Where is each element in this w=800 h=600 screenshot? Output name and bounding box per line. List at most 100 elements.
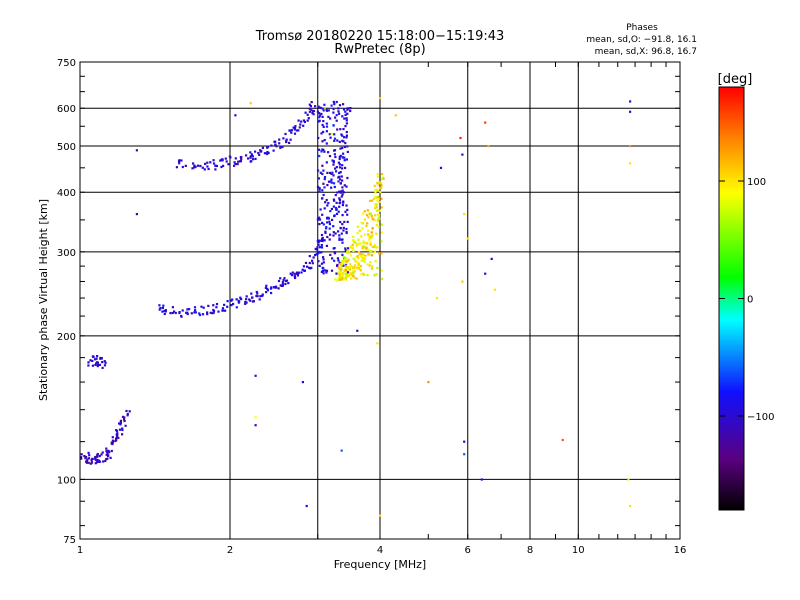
trace-point	[178, 311, 181, 315]
trace-point	[371, 234, 374, 237]
spread-f-point	[333, 259, 336, 262]
trace-point	[206, 165, 209, 168]
trace-point	[281, 284, 284, 287]
trace-point	[358, 267, 361, 270]
trace-point	[239, 160, 242, 163]
spread-f-point	[332, 247, 335, 250]
trace-point	[162, 304, 165, 307]
x-mode-point	[380, 223, 383, 226]
trace-point	[353, 266, 356, 270]
scatter-point	[379, 97, 382, 100]
spread-f-point	[346, 176, 349, 180]
spread-f-point	[338, 199, 342, 202]
x-mode-point	[369, 212, 372, 215]
spread-f-point	[335, 100, 338, 104]
trace-point	[375, 224, 378, 227]
spread-f-point	[345, 227, 348, 231]
trace-point	[221, 307, 225, 310]
x-mode-point	[352, 249, 355, 252]
x-mode-point	[374, 260, 377, 263]
grid-lines	[80, 62, 680, 539]
x-mode-point	[380, 197, 383, 200]
trace-point	[207, 304, 210, 307]
x-mode-point	[338, 268, 342, 271]
trace-point	[292, 126, 295, 129]
x-mode-point	[343, 258, 346, 261]
trace-point	[117, 436, 120, 439]
spread-f-point	[317, 120, 320, 123]
x-mode-point	[373, 250, 376, 253]
trace-point	[378, 181, 381, 184]
trace-point	[308, 107, 311, 110]
trace-point	[88, 454, 91, 457]
scatter-point	[490, 257, 493, 260]
x-mode-point	[357, 238, 360, 241]
spread-f-point	[346, 145, 349, 148]
spread-f-point	[317, 136, 320, 140]
trace-point	[376, 220, 379, 223]
trace-point	[254, 150, 257, 153]
trace-point	[223, 303, 226, 306]
x-mode-point	[366, 263, 369, 266]
spread-f-point	[331, 257, 334, 260]
trace-point	[224, 309, 227, 312]
trace-point	[300, 271, 303, 274]
trace-point	[299, 123, 302, 126]
spread-f-point	[333, 199, 336, 202]
x-mode-point	[376, 246, 379, 249]
scatter-point	[629, 145, 632, 148]
x-mode-point	[370, 267, 373, 270]
trace-point	[192, 162, 195, 165]
x-mode-point	[373, 184, 376, 187]
trace-point	[309, 105, 312, 108]
spread-f-point	[326, 204, 329, 207]
trace-point	[324, 231, 327, 234]
spread-f-point	[318, 106, 321, 109]
spread-f-point	[337, 161, 340, 164]
trace-point	[290, 129, 293, 132]
x-mode-point	[361, 259, 364, 262]
trace-point	[220, 165, 223, 169]
spread-f-point	[339, 190, 342, 193]
spread-f-point	[321, 239, 324, 243]
trace-point	[226, 300, 229, 303]
trace-point	[101, 451, 104, 454]
scatter-point	[484, 121, 487, 124]
trace-point	[99, 357, 102, 360]
x-mode-point	[375, 209, 379, 212]
trace-point	[80, 457, 83, 460]
x-mode-point	[338, 278, 341, 281]
spread-f-point	[317, 177, 320, 180]
spread-f-point	[338, 261, 341, 264]
spread-f-point	[325, 269, 329, 272]
x-mode-point	[352, 257, 355, 260]
x-mode-point	[368, 264, 371, 267]
trace-point	[310, 109, 313, 112]
spread-f-point	[338, 197, 341, 200]
trace-point	[240, 298, 243, 301]
trace-point	[303, 269, 306, 272]
trace-point	[118, 428, 122, 431]
trace-point	[355, 260, 358, 263]
spread-f-point	[337, 107, 340, 110]
y-tick-label: 200	[57, 332, 76, 343]
trace-point	[191, 167, 194, 170]
spread-f-point	[345, 185, 348, 188]
scatter-point	[629, 110, 632, 113]
spread-f-point	[343, 184, 346, 187]
scatter-point	[427, 381, 430, 384]
spread-f-point	[326, 216, 329, 219]
trace-point	[293, 272, 296, 275]
spread-f-point	[327, 109, 330, 112]
x-mode-point	[360, 221, 363, 224]
scatter-point	[463, 453, 466, 456]
spread-f-point	[339, 147, 342, 150]
x-mode-point	[378, 217, 381, 220]
spread-f-point	[318, 187, 321, 190]
trace-point	[206, 161, 209, 164]
x-mode-point	[381, 178, 384, 181]
spread-f-point	[335, 114, 338, 117]
spread-f-point	[330, 178, 333, 181]
scatter-point	[435, 297, 438, 300]
spread-f-point	[340, 133, 343, 136]
